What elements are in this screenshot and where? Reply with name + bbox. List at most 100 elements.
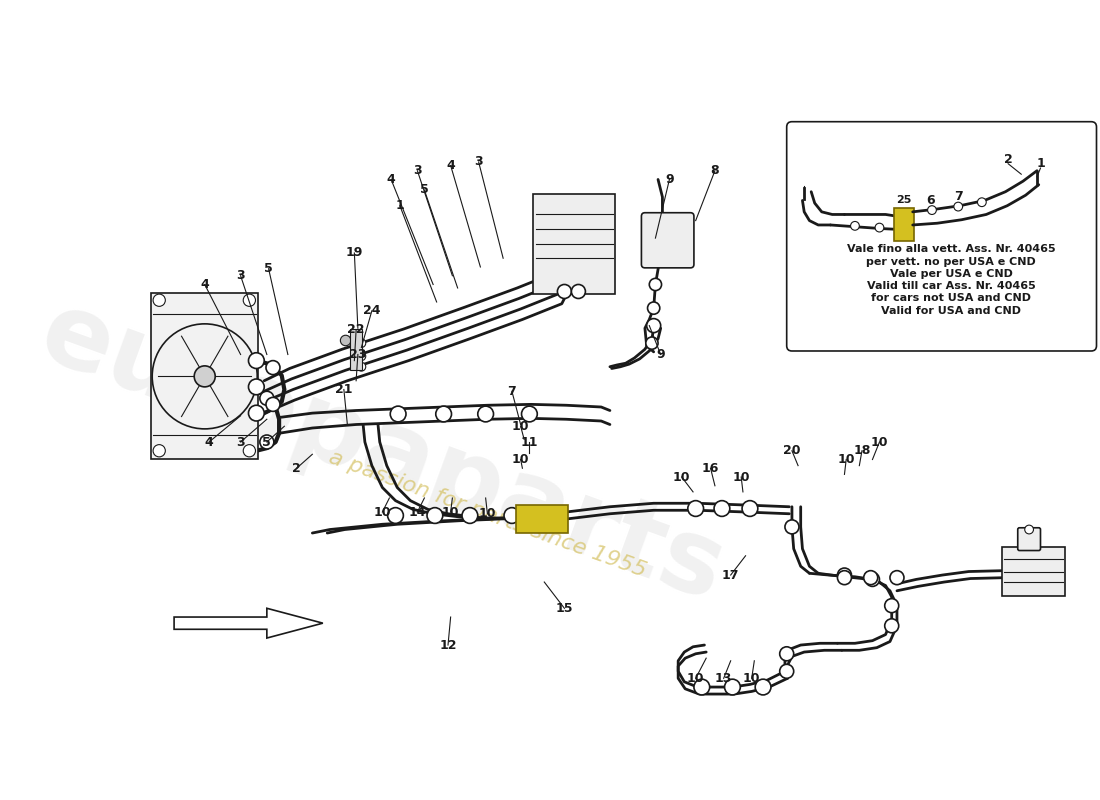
Text: per vett. no per USA e CND: per vett. no per USA e CND (867, 257, 1036, 266)
Circle shape (358, 352, 365, 361)
Circle shape (694, 679, 710, 695)
Text: Vale per USA e CND: Vale per USA e CND (890, 269, 1013, 279)
Text: 15: 15 (556, 602, 573, 614)
Circle shape (646, 337, 658, 350)
Text: 5: 5 (420, 183, 429, 197)
Circle shape (249, 379, 264, 394)
Text: 16: 16 (702, 462, 719, 474)
FancyBboxPatch shape (1002, 547, 1065, 596)
Text: 7: 7 (954, 190, 962, 203)
Text: 5: 5 (263, 435, 272, 449)
Circle shape (558, 285, 571, 298)
Circle shape (390, 406, 406, 422)
Text: 4: 4 (447, 159, 455, 172)
Text: 19: 19 (345, 246, 363, 259)
Text: 10: 10 (478, 507, 496, 520)
Circle shape (266, 398, 280, 411)
Text: 3: 3 (236, 435, 245, 449)
Circle shape (358, 362, 365, 371)
Circle shape (153, 294, 165, 306)
FancyBboxPatch shape (641, 213, 694, 268)
Text: 7: 7 (507, 385, 516, 398)
Text: Vale fino alla vett. Ass. Nr. 40465: Vale fino alla vett. Ass. Nr. 40465 (847, 245, 1056, 254)
Text: 10: 10 (871, 435, 888, 449)
Circle shape (340, 335, 351, 346)
Text: 13: 13 (715, 672, 733, 685)
Circle shape (954, 202, 962, 211)
Text: 25: 25 (896, 195, 912, 206)
Polygon shape (174, 608, 323, 638)
Text: 10: 10 (686, 672, 704, 685)
Circle shape (260, 391, 274, 406)
Circle shape (890, 570, 904, 585)
Text: 9: 9 (657, 348, 665, 361)
Circle shape (876, 223, 883, 232)
Circle shape (688, 501, 704, 516)
Text: 4: 4 (200, 278, 209, 291)
Text: 24: 24 (363, 304, 381, 318)
FancyBboxPatch shape (1018, 528, 1041, 550)
Circle shape (249, 353, 264, 369)
Circle shape (1025, 525, 1034, 534)
Text: Valid for USA and CND: Valid for USA and CND (881, 306, 1021, 316)
Text: 3: 3 (414, 164, 421, 178)
Text: 20: 20 (783, 444, 801, 458)
FancyBboxPatch shape (516, 505, 568, 533)
Text: 18: 18 (854, 444, 870, 458)
Circle shape (780, 646, 794, 661)
Circle shape (266, 361, 280, 374)
Text: 9: 9 (666, 173, 673, 186)
Text: 22: 22 (348, 323, 365, 337)
Circle shape (927, 206, 936, 214)
Text: 4: 4 (387, 173, 396, 186)
FancyBboxPatch shape (894, 208, 914, 241)
Circle shape (978, 198, 987, 206)
Text: 4: 4 (205, 435, 213, 449)
Circle shape (837, 570, 851, 585)
Text: for cars not USA and CND: for cars not USA and CND (871, 294, 1031, 303)
Circle shape (866, 573, 880, 586)
Circle shape (647, 318, 661, 333)
Circle shape (571, 285, 585, 298)
Text: 3: 3 (236, 270, 245, 282)
FancyBboxPatch shape (786, 122, 1097, 351)
Circle shape (504, 508, 520, 523)
Circle shape (785, 520, 799, 534)
Circle shape (249, 406, 264, 421)
Text: 10: 10 (512, 420, 529, 433)
Circle shape (780, 664, 794, 678)
Text: Valid till car Ass. Nr. 40465: Valid till car Ass. Nr. 40465 (867, 282, 1035, 291)
Text: 11: 11 (520, 435, 538, 449)
Circle shape (243, 294, 255, 306)
Text: europaparts: europaparts (26, 282, 738, 623)
Circle shape (477, 406, 494, 422)
Text: 10: 10 (837, 453, 855, 466)
Circle shape (756, 679, 771, 695)
Circle shape (243, 445, 255, 457)
Text: 10: 10 (374, 506, 392, 518)
Text: 21: 21 (336, 383, 353, 396)
Circle shape (436, 406, 451, 422)
Circle shape (462, 508, 477, 523)
Circle shape (521, 406, 537, 422)
Circle shape (358, 338, 365, 347)
FancyBboxPatch shape (532, 194, 615, 294)
Text: 10: 10 (742, 672, 760, 685)
Text: 10: 10 (442, 506, 460, 518)
Text: 6: 6 (926, 194, 935, 207)
Circle shape (195, 366, 216, 387)
Text: 2: 2 (293, 462, 301, 474)
Circle shape (864, 570, 878, 585)
Circle shape (725, 679, 740, 695)
Circle shape (850, 222, 859, 230)
Text: 10: 10 (512, 453, 529, 466)
FancyBboxPatch shape (350, 329, 362, 370)
Text: 3: 3 (474, 155, 483, 169)
Text: 10: 10 (673, 470, 691, 483)
Text: 1: 1 (1036, 158, 1045, 170)
Text: 17: 17 (722, 569, 739, 582)
Circle shape (649, 278, 661, 290)
Circle shape (648, 302, 660, 314)
Text: 14: 14 (408, 506, 426, 518)
Circle shape (884, 618, 899, 633)
